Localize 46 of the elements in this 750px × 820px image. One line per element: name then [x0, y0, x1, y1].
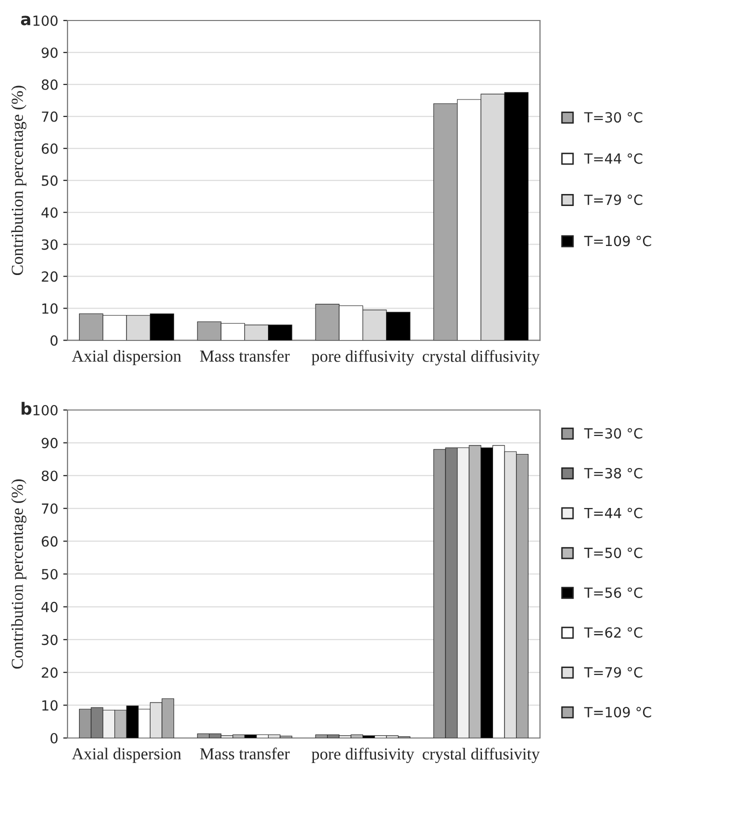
x-tick-label: Axial dispersion: [72, 748, 182, 763]
y-tick-label: 100: [33, 404, 58, 416]
y-tick-label: 70: [42, 503, 58, 514]
legend-label: T=44 °C: [584, 153, 642, 164]
y-tick-label: 40: [41, 602, 58, 612]
x-tick-label: crystal diffusivity: [422, 350, 540, 366]
y-tick-label: 0: [50, 732, 58, 744]
x-tick-label: pore diffusivity: [312, 748, 414, 764]
y-tick-label: 40: [41, 207, 58, 218]
y-tick-label: 60: [42, 536, 58, 547]
y-tick-label: 10: [42, 700, 58, 711]
x-tick-label: crystal diffusivity: [422, 748, 540, 764]
legend-label: T=38 °C: [584, 468, 642, 478]
text: b: [22, 402, 32, 415]
legend-label: T=109 °C: [584, 706, 652, 718]
legend-label: T=30 °C: [584, 112, 642, 123]
legend-label: T=44 °C: [584, 508, 642, 518]
x-tick-label: pore diffusivity: [312, 350, 414, 366]
legend-label: T=30 °C: [584, 428, 642, 439]
legend-label: T=109 °C: [584, 236, 652, 246]
y-tick-label: 50: [42, 175, 58, 186]
y-tick-label: 50: [42, 568, 58, 580]
y-tick-label: 80: [42, 79, 58, 90]
y-tick-label: 70: [42, 111, 58, 122]
y-tick-label: 60: [42, 143, 58, 154]
x-tick-label: Mass transfer: [200, 350, 290, 362]
y-tick-label: 80: [42, 470, 58, 482]
legend-label: T=50 °C: [584, 548, 642, 558]
y-tick-label: 20: [42, 271, 58, 282]
y-tick-label: 10: [42, 303, 58, 314]
y-axis-title: Contribution percentage (%): [11, 86, 26, 276]
legend-label: T=56 °C: [584, 587, 642, 598]
x-tick-label: Axial dispersion: [72, 350, 182, 366]
y-tick-label: 0: [50, 335, 58, 346]
y-tick-label: 30: [42, 239, 58, 250]
x-tick-label: Mass transfer: [200, 748, 290, 760]
y-tick-label: 90: [42, 47, 58, 58]
y-tick-label: 20: [42, 667, 58, 678]
legend-label: T=79 °C: [584, 194, 642, 206]
legend-label: T=79 °C: [584, 667, 642, 678]
text: a: [20, 16, 30, 26]
y-axis-title: Contribution percentage (%): [11, 479, 26, 669]
y-tick-label: 100: [33, 15, 58, 26]
y-tick-label: 90: [42, 438, 58, 448]
y-tick-label: 30: [42, 634, 58, 646]
legend-label: T=62 °C: [584, 627, 642, 638]
